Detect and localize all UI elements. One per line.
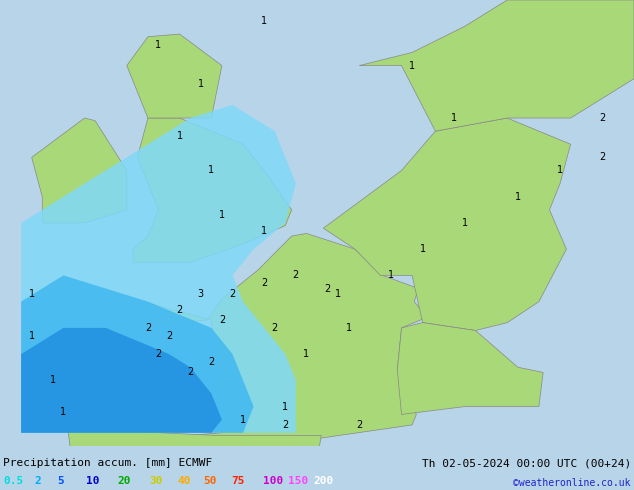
Text: 1: 1	[451, 113, 457, 123]
Text: 1: 1	[261, 16, 267, 26]
Text: 1: 1	[198, 79, 204, 89]
Text: Th 02-05-2024 00:00 UTC (00+24): Th 02-05-2024 00:00 UTC (00+24)	[422, 458, 631, 468]
Polygon shape	[53, 428, 321, 490]
Text: 1: 1	[60, 407, 67, 417]
Text: 2: 2	[145, 323, 151, 333]
Text: 1: 1	[462, 218, 468, 228]
Text: 2: 2	[293, 270, 299, 280]
Text: 2: 2	[166, 331, 172, 341]
Polygon shape	[32, 118, 127, 223]
Text: 1: 1	[209, 166, 214, 175]
Text: 40: 40	[178, 476, 191, 487]
Text: 1: 1	[420, 244, 425, 254]
Text: 2: 2	[599, 152, 605, 162]
Text: 2: 2	[208, 357, 214, 367]
Polygon shape	[144, 233, 427, 438]
Text: 1: 1	[335, 289, 341, 299]
Polygon shape	[398, 322, 543, 415]
Text: 2: 2	[325, 284, 331, 294]
Polygon shape	[21, 105, 296, 433]
Polygon shape	[21, 328, 222, 433]
Polygon shape	[21, 275, 254, 433]
Text: 1: 1	[304, 349, 309, 359]
Text: 2: 2	[261, 278, 268, 288]
Text: 100: 100	[263, 476, 283, 487]
Text: 1: 1	[29, 331, 35, 341]
Polygon shape	[359, 0, 634, 131]
Text: 2: 2	[230, 289, 236, 299]
Text: 1: 1	[346, 323, 352, 333]
Text: 150: 150	[288, 476, 309, 487]
Text: 1: 1	[557, 166, 563, 175]
Text: 10: 10	[86, 476, 99, 487]
Polygon shape	[133, 118, 292, 262]
Text: 1: 1	[261, 226, 267, 236]
Text: 3: 3	[198, 289, 204, 299]
Text: 50: 50	[203, 476, 216, 487]
Polygon shape	[323, 118, 571, 330]
Text: Precipitation accum. [mm] ECMWF: Precipitation accum. [mm] ECMWF	[3, 458, 212, 468]
Text: 2: 2	[356, 420, 363, 430]
Text: 0.5: 0.5	[3, 476, 23, 487]
Text: 200: 200	[314, 476, 334, 487]
Text: 1: 1	[50, 375, 56, 385]
Text: 5: 5	[57, 476, 64, 487]
Text: 1: 1	[240, 415, 246, 425]
Polygon shape	[127, 34, 222, 118]
Text: 1: 1	[388, 270, 394, 280]
Text: 75: 75	[231, 476, 245, 487]
Text: 2: 2	[155, 349, 162, 359]
Text: ©weatheronline.co.uk: ©weatheronline.co.uk	[514, 478, 631, 488]
Text: 1: 1	[29, 289, 35, 299]
Text: 2: 2	[599, 113, 605, 123]
Text: 2: 2	[271, 323, 278, 333]
Text: 2: 2	[282, 420, 288, 430]
Text: 1: 1	[177, 131, 183, 142]
Text: 2: 2	[35, 476, 42, 487]
Text: 1: 1	[282, 402, 288, 412]
Text: 1: 1	[219, 210, 225, 220]
Text: 2: 2	[219, 315, 225, 325]
Text: 20: 20	[117, 476, 131, 487]
Text: 2: 2	[176, 304, 183, 315]
Text: 1: 1	[515, 192, 521, 202]
Text: 1: 1	[409, 61, 415, 71]
Text: 30: 30	[149, 476, 162, 487]
Text: 2: 2	[187, 368, 193, 377]
Text: 1: 1	[155, 40, 162, 49]
